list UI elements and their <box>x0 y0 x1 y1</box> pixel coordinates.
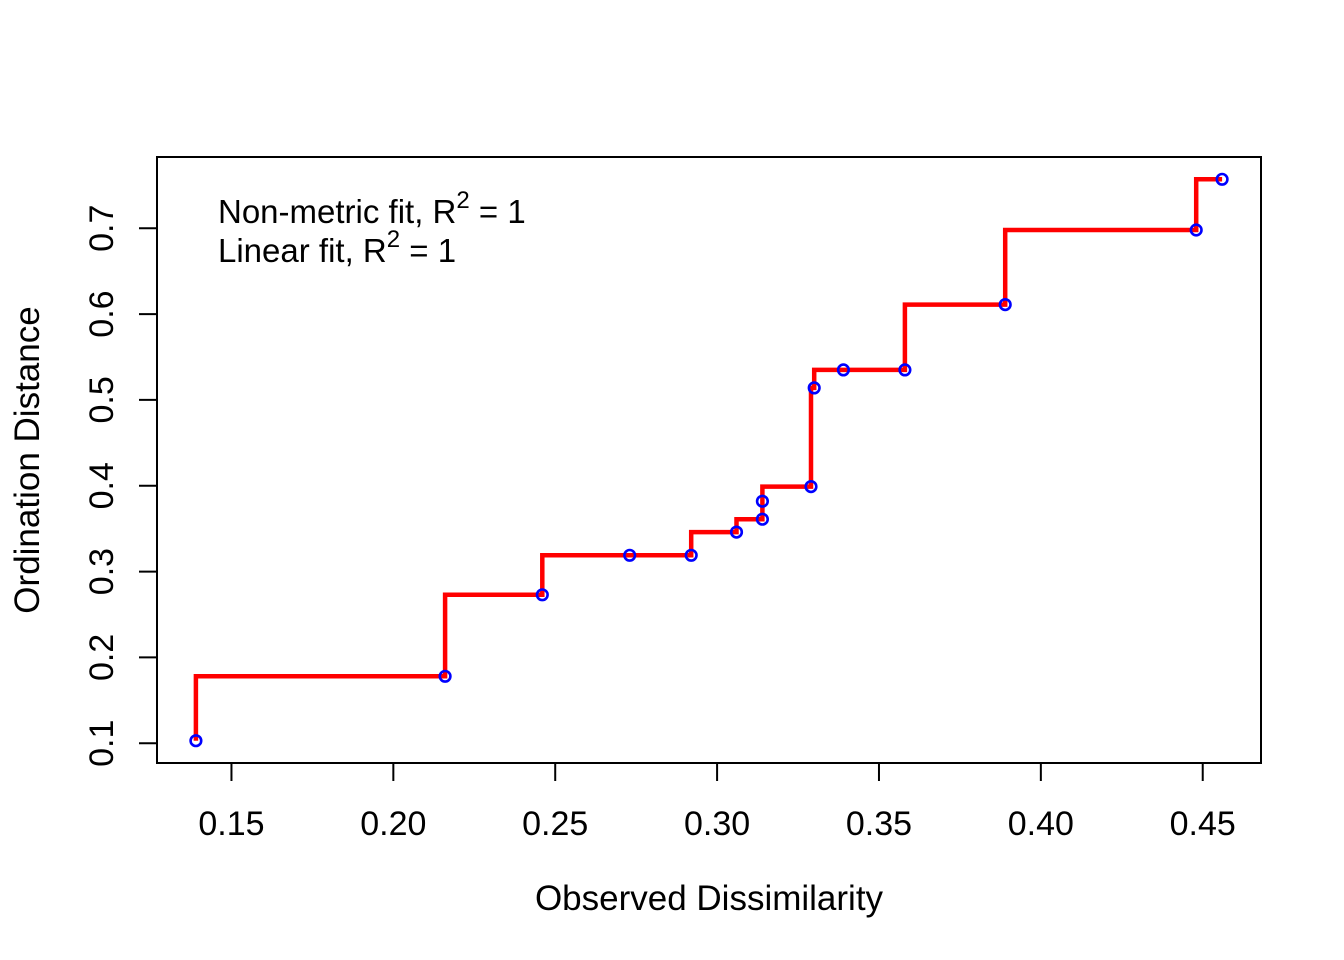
annotation-line: Non-metric fit, R2 = 1 <box>218 187 526 230</box>
data-point <box>998 298 1012 312</box>
x-tick-label: 0.30 <box>684 805 750 843</box>
x-tick-label: 0.20 <box>360 805 426 843</box>
y-tick-label: 0.3 <box>83 548 121 595</box>
data-point <box>804 480 818 494</box>
y-tick-label: 0.1 <box>83 720 121 767</box>
x-tick-label: 0.40 <box>1008 805 1074 843</box>
data-point <box>1215 172 1229 186</box>
y-tick-label: 0.5 <box>83 376 121 423</box>
data-point <box>729 525 744 539</box>
annotation-line: Linear fit, R2 = 1 <box>218 226 456 269</box>
y-tick-label: 0.6 <box>83 290 121 337</box>
data-point <box>623 548 637 562</box>
data-point <box>898 363 912 377</box>
data-point <box>438 669 452 683</box>
x-axis-title: Observed Dissimilarity <box>535 879 884 918</box>
plot-box <box>156 156 1262 764</box>
data-point <box>1189 223 1203 237</box>
y-tick-label: 0.4 <box>83 462 121 509</box>
scatter-points-layer <box>189 172 1229 748</box>
y-tick-label: 0.7 <box>83 205 121 252</box>
data-point <box>684 548 698 562</box>
data-point <box>807 381 821 395</box>
data-point <box>755 512 770 526</box>
x-tick-label: 0.45 <box>1170 805 1236 843</box>
data-point <box>836 363 851 377</box>
y-axis-title: Ordination Distance <box>8 306 47 613</box>
data-point <box>189 734 203 748</box>
x-tick-label: 0.35 <box>846 805 912 843</box>
axes-layer: 0.15 0.20 0.25 0.30 0.35 0.40 0.45 0.1 0.2 0.3 0.4… <box>83 205 1236 843</box>
x-tick-label: 0.25 <box>522 805 588 843</box>
y-tick-label: 0.2 <box>83 634 121 681</box>
data-point <box>535 588 549 602</box>
x-tick-label: 0.15 <box>198 805 264 843</box>
data-point <box>755 494 770 508</box>
